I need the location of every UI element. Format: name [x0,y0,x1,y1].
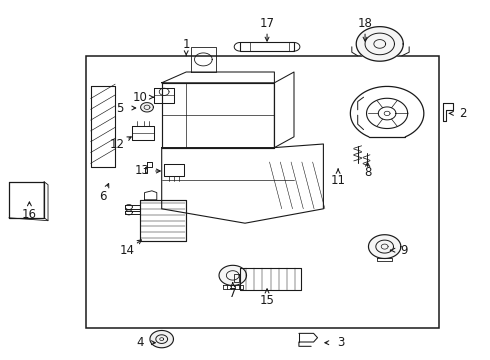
Text: 10: 10 [132,91,147,104]
Text: 11: 11 [331,174,345,186]
Bar [86,56,439,328]
Text: 15: 15 [260,294,274,307]
Polygon shape [368,235,401,258]
Text: 14: 14 [120,244,135,257]
Text: 4: 4 [136,336,144,349]
Polygon shape [356,27,403,61]
Text: 16: 16 [22,208,37,221]
Polygon shape [150,330,173,348]
Text: 5: 5 [116,102,124,114]
Text: 13: 13 [135,165,149,177]
Text: 2: 2 [459,107,467,120]
Polygon shape [219,265,246,285]
Text: 18: 18 [358,17,372,30]
Text: 6: 6 [99,190,107,203]
Text: 3: 3 [337,336,344,349]
Text: 1: 1 [182,39,190,51]
Text: 9: 9 [400,244,408,257]
Polygon shape [141,103,153,112]
Text: 7: 7 [229,287,237,300]
Text: 12: 12 [110,138,125,150]
Text: 8: 8 [364,166,371,179]
Text: 17: 17 [260,17,274,30]
